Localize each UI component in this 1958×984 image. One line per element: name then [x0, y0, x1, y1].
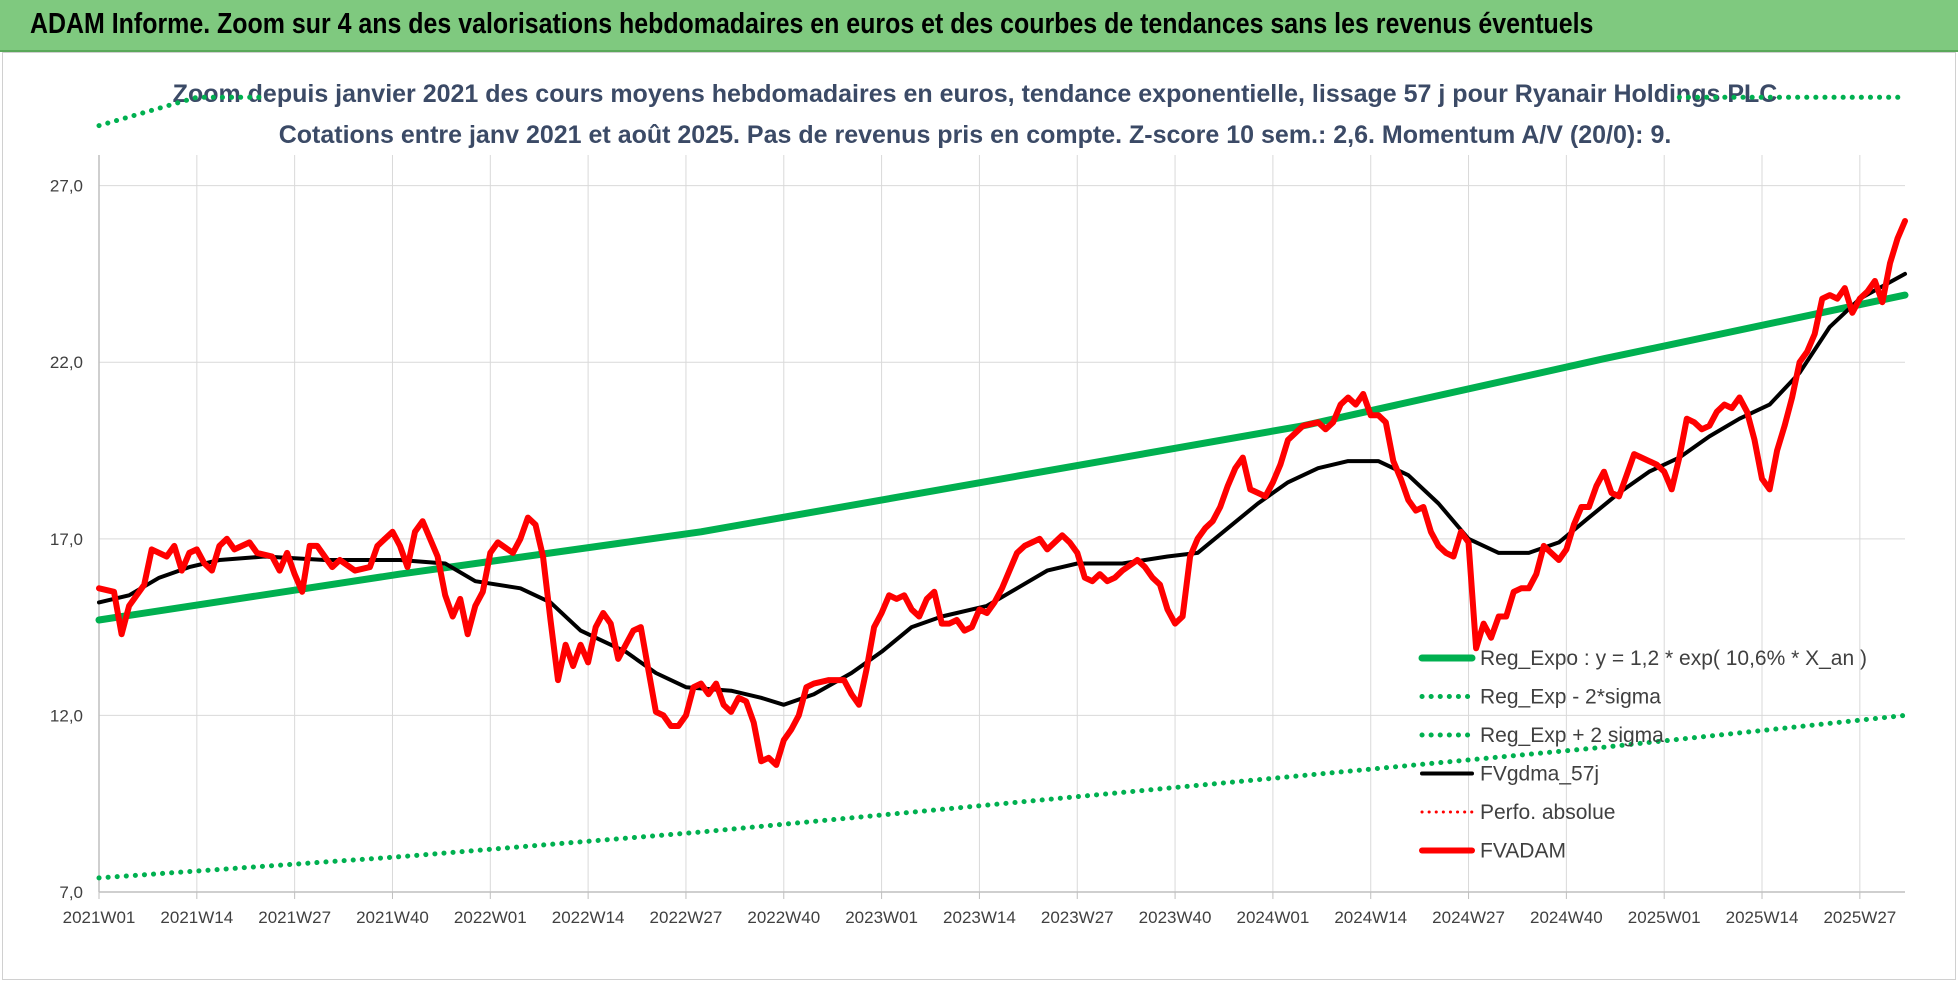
series-line-solid-black — [97, 271, 1907, 707]
legend: Reg_Expo : y = 1,2 * exp( 10,6% * X_an )… — [1418, 647, 1867, 863]
legend-entry: Reg_Exp + 2 sigma — [1480, 724, 1664, 747]
x-tick-label: 2021W40 — [356, 908, 429, 927]
x-tick-label: 2024W14 — [1334, 908, 1407, 927]
x-tick-label: 2022W14 — [552, 908, 625, 927]
series-line-dotted-green — [96, 712, 1908, 881]
y-tick-label: 22,0 — [50, 353, 83, 372]
chart-title: Zoom depuis janvier 2021 des cours moyen… — [173, 80, 1778, 108]
legend-entry: Reg_Exp - 2*sigma — [1480, 686, 1661, 709]
y-tick-label: 12,0 — [50, 706, 83, 725]
x-tick-label: 2023W27 — [1041, 908, 1114, 927]
chart-subtitle: Cotations entre janv 2021 et août 2025. … — [279, 121, 1672, 149]
x-tick-label: 2024W40 — [1530, 908, 1603, 927]
page-title: ADAM Informe. Zoom sur 4 ans des valoris… — [30, 8, 1594, 40]
legend-entry: FVgdma_57j — [1480, 763, 1599, 786]
series-line-solid-red — [96, 218, 1908, 768]
axes: 7,0 12,0 17,0 22,0 27,0 2021W01 2021W14 2021W27… — [50, 155, 1905, 927]
y-tick-label: 17,0 — [50, 530, 83, 549]
x-tick-label: 2025W27 — [1823, 908, 1896, 927]
x-tick-label: 2021W27 — [258, 908, 331, 927]
series-line-dotted-green — [96, 94, 267, 129]
series-line-solid-green — [95, 291, 1909, 624]
x-tick-label: 2025W01 — [1628, 908, 1701, 927]
x-tick-label: 2024W01 — [1237, 908, 1310, 927]
series-lines — [95, 94, 1909, 881]
legend-entry: Perfo. absolue — [1480, 801, 1615, 824]
x-tick-label: 2021W01 — [63, 908, 136, 927]
x-tick-label: 2024W27 — [1432, 908, 1505, 927]
y-tick-label: 27,0 — [50, 177, 83, 196]
title-banner: ADAM Informe. Zoom sur 4 ans des valoris… — [0, 0, 1958, 52]
y-tick-label: 7,0 — [59, 883, 83, 902]
x-tick-label: 2023W01 — [845, 908, 918, 927]
grid-lines — [98, 155, 1905, 892]
chart-frame — [2, 52, 1956, 980]
x-tick-label: 2021W14 — [160, 908, 233, 927]
legend-entry: FVADAM — [1480, 840, 1566, 863]
x-tick-label: 2022W01 — [454, 908, 527, 927]
x-tick-label: 2023W40 — [1139, 908, 1212, 927]
x-tick-label: 2022W40 — [747, 908, 820, 927]
legend-entry: Reg_Expo : y = 1,2 * exp( 10,6% * X_an ) — [1480, 647, 1867, 670]
x-tick-label: 2022W27 — [650, 908, 723, 927]
x-tick-label: 2023W14 — [943, 908, 1016, 927]
x-tick-label: 2025W14 — [1726, 908, 1799, 927]
